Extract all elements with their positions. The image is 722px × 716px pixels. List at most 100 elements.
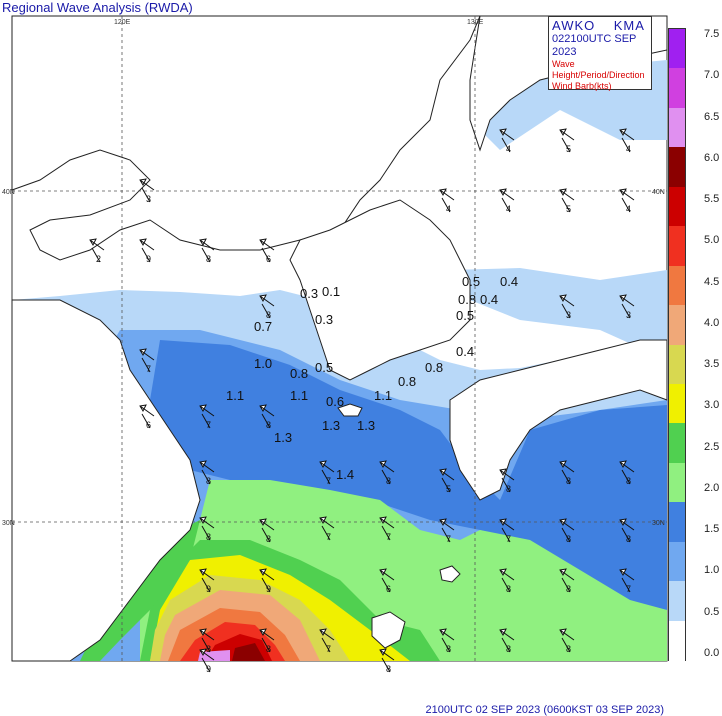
land-korea <box>289 199 471 381</box>
wave-height-label: 1.1 <box>374 388 392 403</box>
wave-period-label: 9 <box>206 584 211 594</box>
color-scale-label: 1.0 <box>704 564 720 577</box>
lat-label-40n-left: 40N <box>2 189 15 196</box>
wave-period-label: 8 <box>266 310 271 320</box>
wave-period-label: 8 <box>266 644 271 654</box>
grid-lines <box>12 16 667 661</box>
wave-height-label: 0.4 <box>500 274 518 289</box>
wave-period-label: 3 <box>146 194 151 204</box>
wave-period-label: 7 <box>326 532 331 542</box>
wave-height-label: 0.8 <box>290 366 308 381</box>
wind-barb <box>621 577 631 593</box>
wave-direction-arrow <box>139 404 155 417</box>
wave-height-label: 0.5 <box>462 274 480 289</box>
wave-direction-arrow <box>199 404 215 417</box>
wave-zone-6-0 <box>232 643 265 661</box>
wave-direction-arrow <box>619 568 635 581</box>
color-scale-segment <box>669 265 685 306</box>
wind-barb <box>561 197 571 213</box>
color-scale-segment <box>669 186 685 227</box>
agency-right: KMA <box>613 18 645 33</box>
wave-direction-arrow <box>379 648 395 661</box>
wind-barb <box>501 137 511 153</box>
wave-direction-arrow <box>89 238 105 251</box>
wind-barb <box>561 637 571 653</box>
wave-period-label: 7 <box>506 534 511 544</box>
color-scale-label: 6.0 <box>704 151 720 164</box>
wind-barb <box>261 247 271 263</box>
color-scale-label: 4.0 <box>704 316 720 329</box>
wave-height-label: 1.3 <box>274 430 292 445</box>
wind-barb <box>321 637 331 653</box>
wind-barb <box>261 577 271 593</box>
wave-height-label: 1.3 <box>322 418 340 433</box>
wave-period-label: 2 <box>96 254 101 264</box>
wave-direction-arrow <box>439 188 455 201</box>
wind-barb <box>381 469 391 485</box>
color-scale-segment <box>669 541 685 582</box>
wave-direction-arrow <box>259 238 275 251</box>
wind-barb <box>501 527 511 543</box>
wind-barb <box>141 247 151 263</box>
wave-direction-arrow <box>139 348 155 361</box>
wave-height-label: 1.3 <box>357 418 375 433</box>
color-scale-segment <box>669 226 685 267</box>
wave-direction-arrow <box>139 178 155 191</box>
wave-direction-arrow <box>499 568 515 581</box>
wave-height-label: 1.4 <box>336 467 354 482</box>
wave-period-label: 7 <box>446 534 451 544</box>
wind-barb <box>501 637 511 653</box>
wave-height-label: 1.1 <box>226 388 244 403</box>
wind-barb <box>141 357 151 373</box>
wave-direction-arrow <box>259 294 275 307</box>
wave-height-label: 0.6 <box>326 394 344 409</box>
wave-direction-arrow <box>559 294 575 307</box>
wave-direction-arrow <box>559 628 575 641</box>
wave-period-label: 8 <box>506 484 511 494</box>
wave-height-label: 0.7 <box>254 319 272 334</box>
wave-height-label: 0.8 <box>458 292 476 307</box>
wave-period-label: 7 <box>326 644 331 654</box>
wind-barb <box>261 637 271 653</box>
wave-direction-arrow <box>619 460 635 473</box>
wave-height-label: 1.0 <box>254 356 272 371</box>
wave-direction-arrow <box>379 460 395 473</box>
wind-barb <box>201 657 211 673</box>
wave-period-label: 8 <box>206 532 211 542</box>
lon-label-120e: 120E <box>114 19 131 26</box>
wave-arrows: 3 2 9 8 6 8 7 6 7 8 8 7 8 7 9 8 7 8 6 7 8 4 5 4 4 4 5 4 3 3 8 8 8 8 7 8 8 9 8 9… <box>89 128 635 674</box>
analysis-time: 022100UTC SEP 2023 <box>552 33 637 58</box>
wave-period-label: 4 <box>626 144 631 154</box>
wind-barb <box>561 303 571 319</box>
wind-barb <box>441 637 451 653</box>
color-scale-segment <box>669 581 685 622</box>
wave-height-label: 0.8 <box>425 360 443 375</box>
wave-direction-arrow <box>259 518 275 531</box>
wave-period-label: 9 <box>266 584 271 594</box>
color-scale-segment <box>669 462 685 503</box>
wave-period-label: 8 <box>626 534 631 544</box>
valid-time-footer: 2100UTC 02 SEP 2023 (0600KST 03 SEP 2023… <box>425 704 665 716</box>
wave-period-label: 4 <box>506 204 511 214</box>
color-scale-segment <box>669 29 685 69</box>
wave-period-label: 6 <box>146 420 151 430</box>
wind-barb <box>561 469 571 485</box>
wind-barb <box>261 527 271 543</box>
wind-barb <box>621 197 631 213</box>
color-scale-label: 0.5 <box>704 605 720 618</box>
legend-desc-wind: Wind Barb(kts) <box>552 81 612 91</box>
wave-period-label: 7 <box>626 584 631 594</box>
wave-direction-arrow <box>199 568 215 581</box>
wave-period-label: 8 <box>566 644 571 654</box>
wave-direction-arrow <box>139 238 155 251</box>
land-china-east <box>11 299 201 662</box>
wind-barb <box>621 469 631 485</box>
wave-period-label: 8 <box>566 534 571 544</box>
wind-barb <box>441 527 451 543</box>
color-scale-segment <box>669 344 685 385</box>
wave-direction-arrow <box>559 568 575 581</box>
wave-direction-arrow <box>379 516 395 529</box>
color-scale-label: 2.5 <box>704 440 720 453</box>
wind-barb <box>561 577 571 593</box>
color-scale-label: 1.5 <box>704 523 720 536</box>
